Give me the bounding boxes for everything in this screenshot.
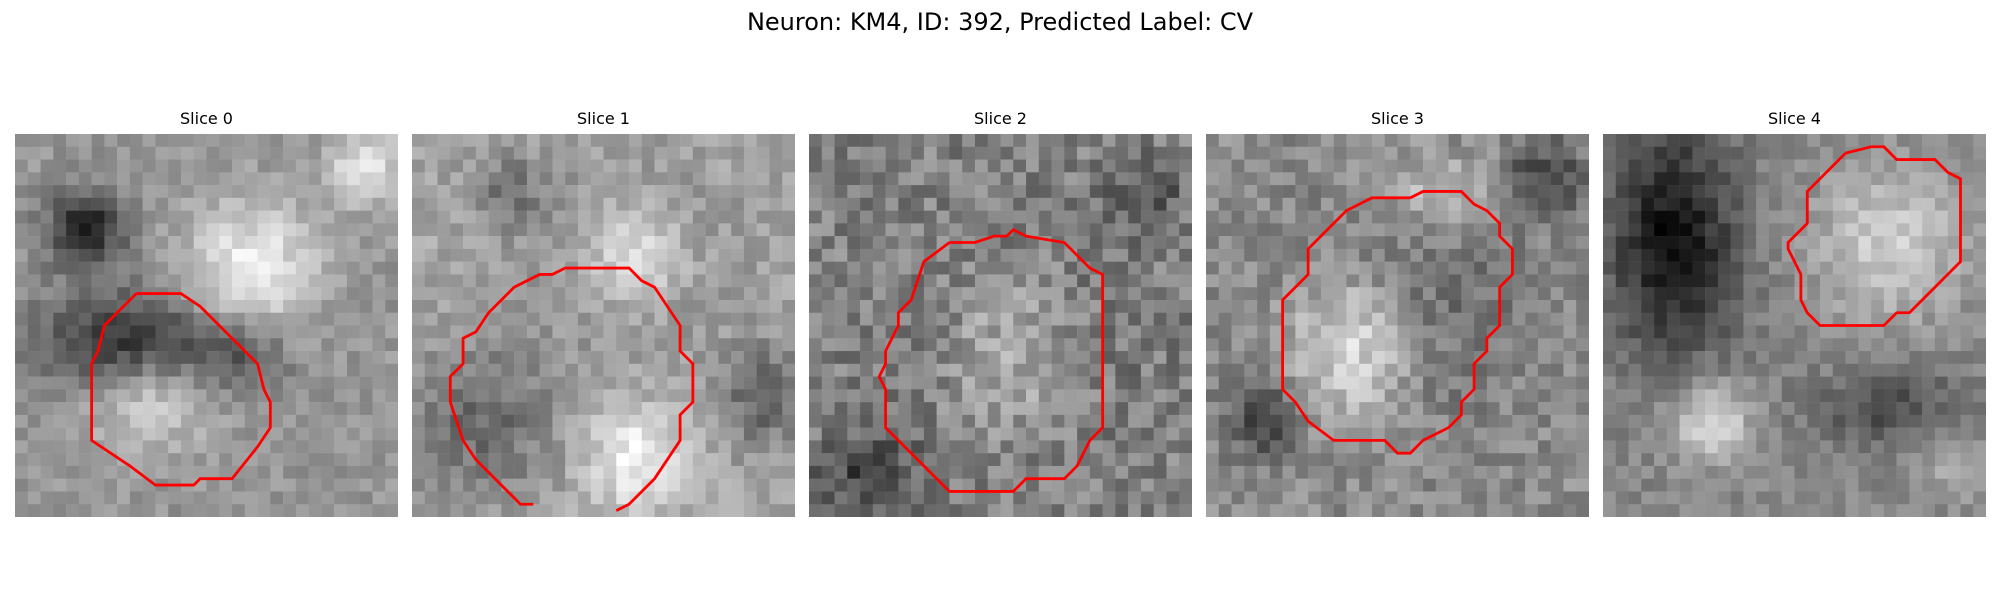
grayscale-pixels-1: [412, 134, 795, 517]
figure-title: Neuron: KM4, ID: 392, Predicted Label: C…: [746, 8, 1254, 36]
grayscale-pixels-2: [809, 134, 1192, 517]
slice-panel-0: Slice 0: [15, 108, 398, 517]
contour-outline-0: [90, 292, 272, 487]
contour-outline-1: [448, 266, 695, 512]
slice-image-4: [1603, 134, 1986, 517]
contour-outline-4: [1786, 145, 1962, 327]
grayscale-pixels-0: [15, 134, 398, 517]
slice-title-2: Slice 2: [974, 109, 1027, 128]
slice-image-1: [412, 134, 795, 517]
slice-image-3: [1206, 134, 1589, 517]
grayscale-pixels-4: [1603, 134, 1986, 517]
grayscale-pixels-3: [1206, 134, 1589, 517]
slice-panel-4: Slice 4: [1603, 108, 1986, 517]
slice-panel-1: Slice 1: [412, 108, 795, 517]
slice-title-1: Slice 1: [577, 109, 630, 128]
slice-image-0: [15, 134, 398, 517]
slice-title-4: Slice 4: [1768, 109, 1821, 128]
slice-image-2: [809, 134, 1192, 517]
slice-title-3: Slice 3: [1371, 109, 1424, 128]
contour-outline-3: [1281, 190, 1514, 455]
contour-outline-2: [877, 228, 1105, 493]
slice-panel-3: Slice 3: [1206, 108, 1589, 517]
slice-panel-2: Slice 2: [809, 108, 1192, 517]
slice-title-0: Slice 0: [180, 109, 233, 128]
